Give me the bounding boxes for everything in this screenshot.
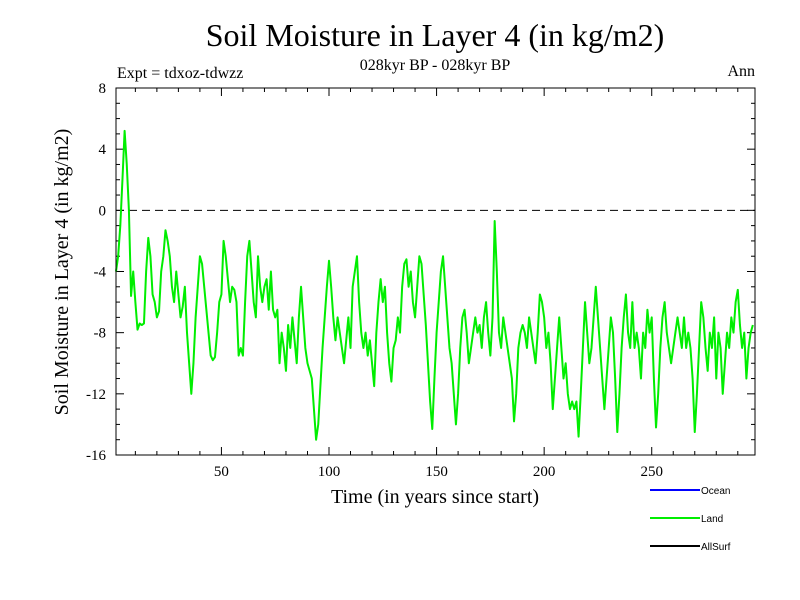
x-tick-label: 250 xyxy=(640,464,663,480)
plot-frame xyxy=(115,87,756,456)
period-label: Ann xyxy=(727,63,755,80)
tick-labels: 8 4 0 -4 -8 -12 -16 50 100 150 200 250 xyxy=(86,81,663,480)
y-tick-label: 8 xyxy=(99,81,107,97)
y-tick-label: -12 xyxy=(86,387,106,403)
series-line-land xyxy=(115,129,754,441)
y-axis-label: Soil Moisture in Layer 4 (in kg/m2) xyxy=(51,129,73,416)
expt-label: Expt = tdxoz-tdwzz xyxy=(117,65,243,82)
x-tick-label: 100 xyxy=(318,464,341,480)
chart-subtitle: 028kyr BP - 028kyr BP xyxy=(360,57,511,74)
y-tick-label: -4 xyxy=(94,265,107,281)
y-tick-label: -16 xyxy=(86,448,106,464)
x-tick-label: 50 xyxy=(214,464,229,480)
y-tick-label: 4 xyxy=(99,142,107,158)
x-tick-label: 150 xyxy=(425,464,448,480)
y-tick-label: -8 xyxy=(94,326,107,342)
x-axis-label: Time (in years since start) xyxy=(331,486,539,508)
legend-label-allsurf: AllSurf xyxy=(701,542,731,553)
ticks xyxy=(116,87,755,456)
legend-label-ocean: Ocean xyxy=(701,486,730,497)
series-layer xyxy=(115,129,754,441)
legend: Ocean Land AllSurf xyxy=(650,486,731,553)
y-tick-label: 0 xyxy=(99,203,107,219)
x-tick-label: 200 xyxy=(533,464,556,480)
chart-title: Soil Moisture in Layer 4 (in kg/m2) xyxy=(206,17,665,53)
legend-label-land: Land xyxy=(701,514,723,525)
